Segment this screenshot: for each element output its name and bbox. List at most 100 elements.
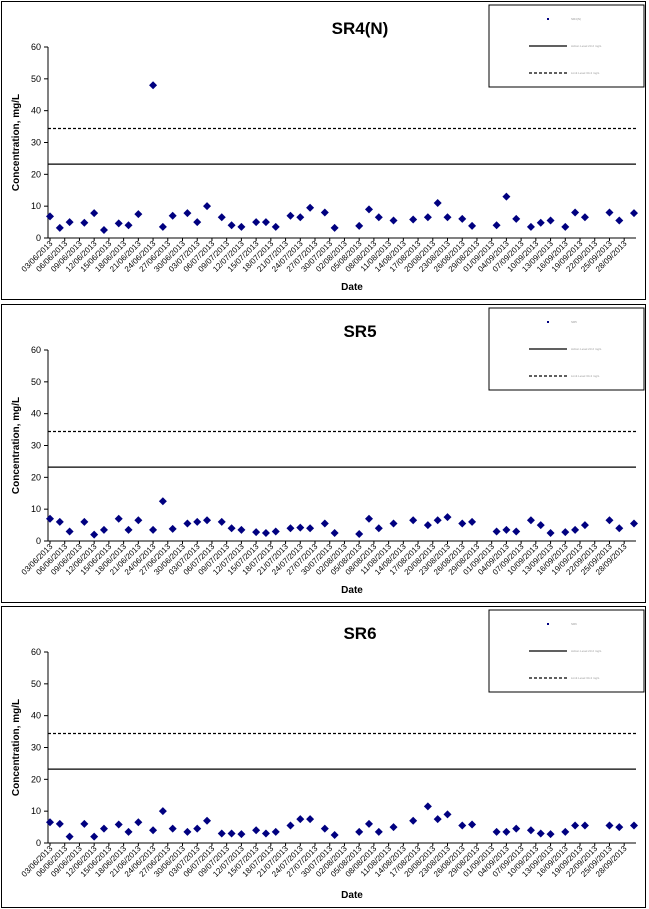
- legend-marker: [547, 18, 549, 20]
- data-point: [580, 213, 589, 222]
- data-point: [320, 519, 329, 528]
- y-axis-label: Concentration, mg/L: [11, 699, 22, 796]
- legend-label: SR6: [571, 622, 577, 626]
- data-point: [389, 519, 398, 528]
- data-point: [261, 529, 270, 538]
- y-tick-label: 50: [31, 679, 41, 689]
- y-tick-label: 40: [31, 409, 41, 419]
- data-point: [536, 218, 545, 227]
- data-point: [286, 821, 295, 830]
- data-point: [615, 823, 624, 832]
- data-point: [114, 219, 123, 228]
- y-tick-label: 0: [36, 233, 41, 243]
- data-point: [183, 519, 192, 528]
- legend-marker: [547, 623, 549, 625]
- data-point: [546, 216, 555, 225]
- y-tick-label: 40: [31, 711, 41, 721]
- data-point: [374, 213, 383, 222]
- data-point: [252, 218, 261, 227]
- y-tick-label: 60: [31, 345, 41, 355]
- data-point: [443, 513, 452, 522]
- data-point: [630, 519, 638, 528]
- data-point: [203, 202, 212, 211]
- x-axis-label: Date: [341, 890, 363, 901]
- data-point: [65, 218, 74, 227]
- data-point: [80, 819, 89, 828]
- data-point: [458, 519, 467, 528]
- data-point: [55, 819, 64, 828]
- data-point: [605, 821, 614, 830]
- data-point: [605, 516, 614, 525]
- data-point: [433, 815, 442, 824]
- data-point: [443, 810, 452, 819]
- chart-panel-sr4n: SR4(N) 0 10 20 30 40 50 60 03/06/2013 06/06/2013 0…: [1, 1, 646, 300]
- data-point: [46, 818, 54, 827]
- data-point: [526, 222, 535, 231]
- chart-sr6: SR6010203040506003/06/201306/06/201309/0…: [11, 609, 645, 901]
- data-point: [615, 216, 624, 225]
- data-point: [271, 222, 280, 231]
- data-point: [296, 523, 305, 532]
- data-point: [512, 214, 521, 223]
- data-point: [237, 830, 246, 839]
- data-point: [526, 516, 535, 525]
- data-point: [99, 226, 108, 235]
- data-point: [217, 213, 226, 222]
- legend-label: SR5: [571, 320, 577, 324]
- y-axis-label: Concentration, mg/L: [11, 397, 22, 494]
- data-point: [183, 827, 192, 836]
- data-point: [468, 820, 477, 829]
- data-point: [80, 218, 89, 227]
- y-tick-label: 10: [31, 201, 41, 211]
- data-point: [492, 527, 501, 536]
- x-axis-label: Date: [341, 282, 363, 293]
- data-point: [468, 221, 477, 230]
- data-point: [580, 521, 589, 530]
- data-point: [536, 829, 545, 838]
- data-point: [203, 816, 212, 825]
- data-point: [90, 832, 99, 841]
- legend-label: Limit Level 34.4 mg/L: [571, 676, 600, 680]
- data-point: [90, 209, 99, 218]
- data-point: [306, 203, 315, 212]
- y-tick-label: 30: [31, 138, 41, 148]
- data-point: [227, 829, 236, 838]
- data-point: [389, 216, 398, 225]
- data-point: [149, 81, 158, 90]
- data-point: [630, 209, 638, 218]
- data-point: [286, 524, 295, 533]
- data-point: [296, 815, 305, 824]
- chart-title: SR5: [343, 322, 376, 341]
- data-point: [423, 213, 432, 222]
- data-point: [134, 516, 143, 525]
- chart-panel-sr5: SR5 0 10 20 30 40 50 60 03/06/2013 06/06/2013 09/0…: [1, 304, 646, 603]
- data-point: [99, 525, 108, 534]
- data-point: [502, 192, 511, 201]
- data-point: [571, 208, 580, 217]
- data-point: [168, 824, 177, 833]
- legend-label: Limit Level 34.4 mg/L: [571, 374, 600, 378]
- data-point: [580, 821, 589, 830]
- data-point: [124, 525, 133, 534]
- data-point: [615, 524, 624, 533]
- data-point: [561, 528, 570, 537]
- data-point: [124, 827, 133, 836]
- data-point: [364, 819, 373, 828]
- data-point: [114, 514, 123, 523]
- data-point: [330, 529, 339, 538]
- y-tick-label: 20: [31, 774, 41, 784]
- data-point: [512, 527, 521, 536]
- data-point: [271, 527, 280, 536]
- data-point: [355, 221, 364, 230]
- data-point: [605, 208, 614, 217]
- chart-title: SR6: [343, 624, 376, 643]
- data-point: [193, 517, 202, 526]
- data-point: [355, 529, 364, 538]
- data-point: [409, 215, 418, 224]
- data-point: [306, 524, 315, 533]
- legend-label: Limit Level 34.4 mg/L: [571, 71, 600, 75]
- data-point: [55, 223, 64, 232]
- data-point: [217, 517, 226, 526]
- data-point: [512, 824, 521, 833]
- legend-label: Action Level 23.2 mg/L: [571, 44, 602, 48]
